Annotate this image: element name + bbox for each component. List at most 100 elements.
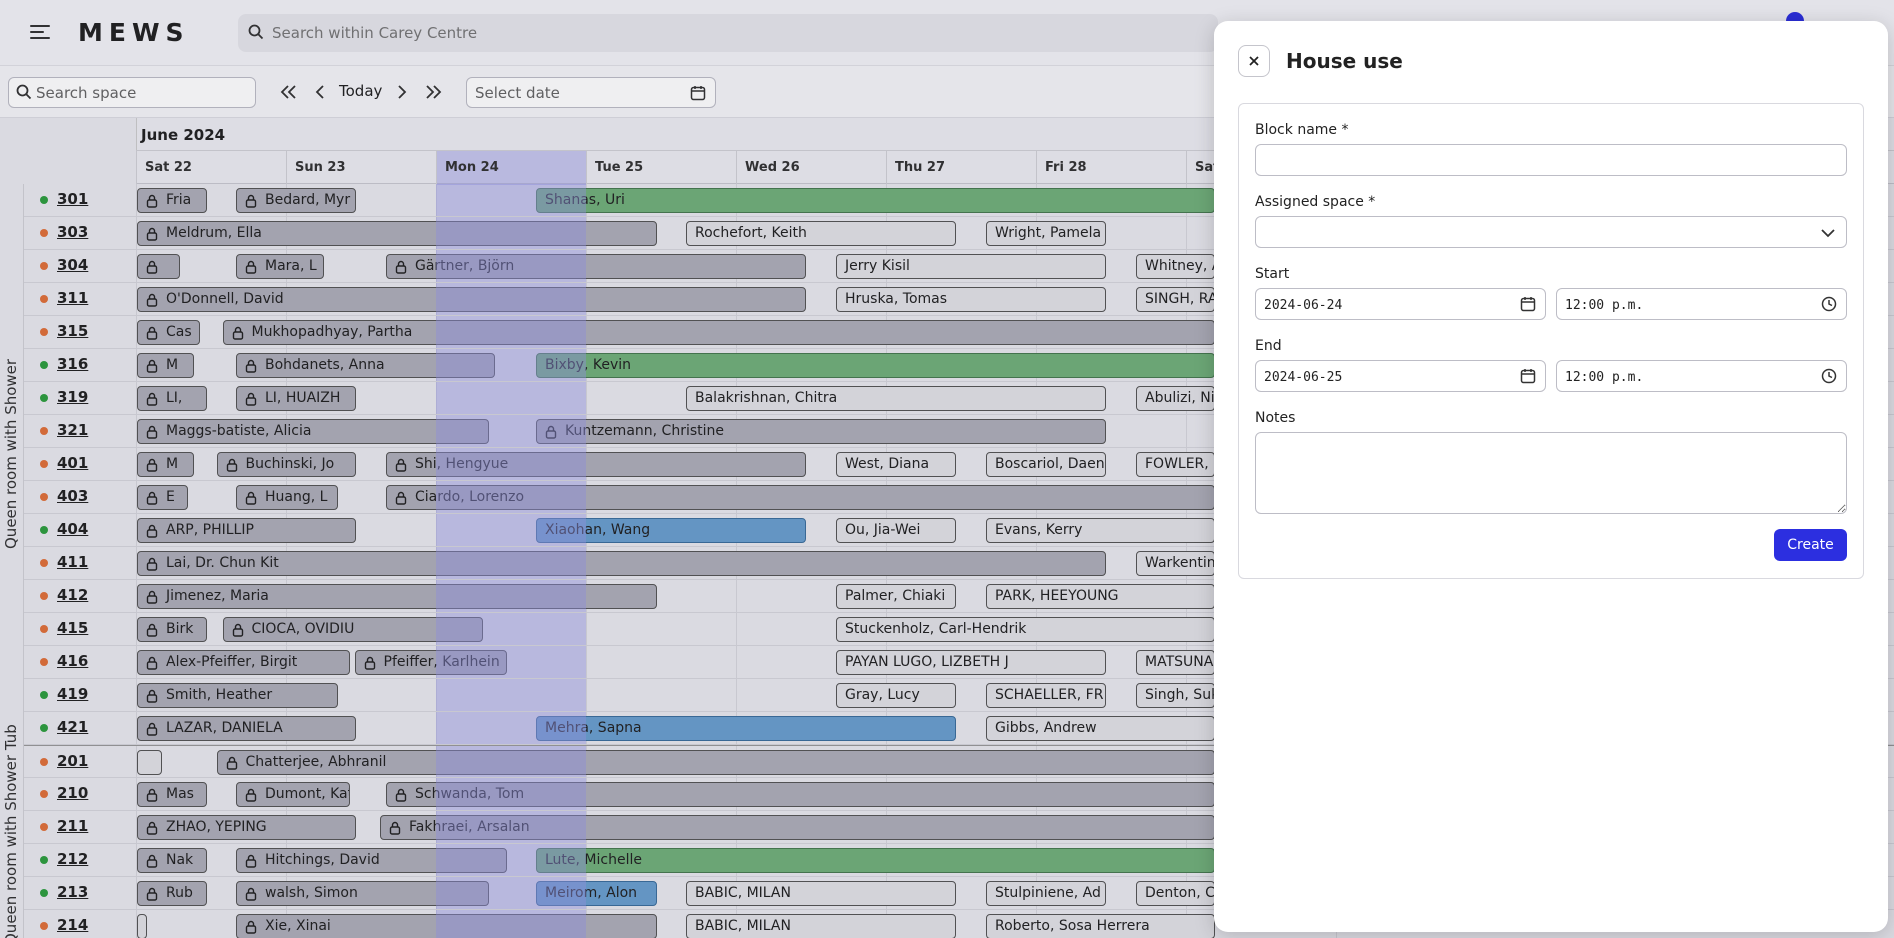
room-number-link[interactable]: 213 [57,883,89,901]
reservation-block[interactable]: Fria [137,188,207,213]
select-date-input[interactable] [475,82,675,104]
room-number-link[interactable]: 401 [57,454,89,472]
reservation-block[interactable]: Ciardo, Lorenzo [386,485,1215,510]
reservation-block[interactable]: Bohdanets, Anna [236,353,495,378]
reservation-block[interactable]: LI, HUAIZH [236,386,356,411]
reservation-block[interactable]: LI, [137,386,207,411]
reservation-block[interactable]: Wright, Pamela [986,221,1106,246]
reservation-block[interactable]: Meldrum, Ella [137,221,657,246]
room-number-link[interactable]: 303 [57,223,89,241]
reservation-block[interactable]: Jerry Kisil [836,254,1106,279]
jump-back-button[interactable] [274,78,304,106]
reservation-block[interactable] [137,254,180,279]
room-number-link[interactable]: 201 [57,752,89,770]
reservation-block[interactable]: E [137,485,188,510]
reservation-block[interactable]: Mara, L [236,254,324,279]
reservation-block[interactable]: O'Donnell, David [137,287,806,312]
room-number-link[interactable]: 311 [57,289,89,307]
reservation-block[interactable]: Lai, Dr. Chun Kit [137,551,1106,576]
reservation-block[interactable]: West, Diana [836,452,956,477]
room-number-link[interactable]: 403 [57,487,89,505]
reservation-block[interactable]: Buchinski, Jo [216,452,356,477]
reservation-block[interactable]: Fakhraei, Arsalan [380,815,1215,840]
reservation-block[interactable]: SCHAELLER, FR [986,683,1106,708]
end-time-input[interactable] [1565,366,1785,388]
reservation-block[interactable]: Gibbs, Andrew [986,716,1215,741]
reservation-block[interactable]: Mas [137,782,207,807]
reservation-block[interactable]: Warkentine [1136,551,1215,576]
reservation-block[interactable]: Shi, Hengyue [386,452,806,477]
room-number-link[interactable]: 211 [57,817,89,835]
reservation-block[interactable]: MATSUNA [1136,650,1215,675]
reservation-block[interactable] [137,914,147,938]
reservation-block[interactable]: PARK, HEEYOUNG [986,584,1215,609]
room-number-link[interactable]: 415 [57,619,89,637]
end-date-input[interactable] [1264,366,1484,388]
assigned-space-select[interactable] [1255,216,1847,248]
reservation-block[interactable]: Huang, L [236,485,338,510]
room-number-link[interactable]: 416 [57,652,89,670]
space-search-input[interactable] [36,82,246,104]
reservation-block[interactable]: Cas [137,320,200,345]
reservation-block[interactable]: Lute, Michelle [536,848,1215,873]
room-number-link[interactable]: 210 [57,784,89,802]
reservation-block[interactable] [137,750,162,775]
global-search-input[interactable] [272,20,1172,46]
hamburger-menu-icon[interactable] [30,22,52,42]
reservation-block[interactable]: Boscariol, Daen [986,452,1106,477]
reservation-block[interactable]: Rochefort, Keith [686,221,956,246]
reservation-block[interactable]: Xie, Xinai [236,914,657,938]
room-number-link[interactable]: 411 [57,553,89,571]
reservation-block[interactable]: BABIC, MILAN [686,914,956,938]
reservation-block[interactable]: Birk [137,617,207,642]
reservation-block[interactable]: Xiaohan, Wang [536,518,806,543]
reservation-block[interactable]: Abulizi, Nij [1136,386,1215,411]
today-button[interactable]: Today [339,82,383,100]
reservation-block[interactable]: FOWLER, S [1136,452,1215,477]
room-number-link[interactable]: 421 [57,718,89,736]
reservation-block[interactable]: Whitney, A [1136,254,1215,279]
end-date-field[interactable] [1255,360,1546,392]
room-number-link[interactable]: 316 [57,355,89,373]
reservation-block[interactable]: Stulpiniene, Ad [986,881,1106,906]
start-date-field[interactable] [1255,288,1546,320]
calendar-icon[interactable] [690,85,706,101]
reservation-block[interactable]: Balakrishnan, Chitra [686,386,1106,411]
clock-icon[interactable] [1821,296,1837,312]
reservation-block[interactable]: Meirom, Alon [536,881,657,906]
reservation-block[interactable]: Jimenez, Maria [137,584,657,609]
reservation-block[interactable]: Chatterjee, Abhranil [216,750,1215,775]
reservation-block[interactable]: Rub [137,881,207,906]
end-time-field[interactable] [1556,360,1847,392]
reservation-block[interactable]: M [137,452,194,477]
reservation-block[interactable]: Schwanda, Tom [386,782,1215,807]
room-number-link[interactable]: 301 [57,190,89,208]
room-number-link[interactable]: 315 [57,322,89,340]
room-number-link[interactable]: 319 [57,388,89,406]
next-button[interactable] [387,78,417,106]
previous-button[interactable] [305,78,335,106]
space-search-box[interactable] [8,77,256,108]
reservation-block[interactable]: Maggs-batiste, Alicia [137,419,489,444]
reservation-block[interactable]: Hitchings, David [236,848,507,873]
global-search-box[interactable] [238,14,1218,52]
block-name-input[interactable] [1264,150,1804,172]
notes-textarea[interactable] [1255,432,1847,514]
close-button[interactable] [1238,45,1270,77]
room-number-link[interactable]: 419 [57,685,89,703]
reservation-block[interactable]: SINGH, RA [1136,287,1215,312]
reservation-block[interactable]: Alex-Pfeiffer, Birgit [137,650,350,675]
block-name-field[interactable] [1255,144,1847,176]
reservation-block[interactable]: Shanas, Uri [536,188,1215,213]
start-date-input[interactable] [1264,294,1484,316]
reservation-block[interactable]: Bixby, Kevin [536,353,1215,378]
room-number-link[interactable]: 404 [57,520,89,538]
reservation-block[interactable]: ARP, PHILLIP [137,518,356,543]
start-time-input[interactable] [1565,294,1785,316]
reservation-block[interactable]: Roberto, Sosa Herrera [986,914,1215,938]
clock-icon[interactable] [1821,368,1837,384]
reservation-block[interactable]: ZHAO, YEPING [137,815,356,840]
reservation-block[interactable]: walsh, Simon [236,881,489,906]
reservation-block[interactable]: Pfeiffer, Karlhein [354,650,507,675]
start-time-field[interactable] [1556,288,1847,320]
